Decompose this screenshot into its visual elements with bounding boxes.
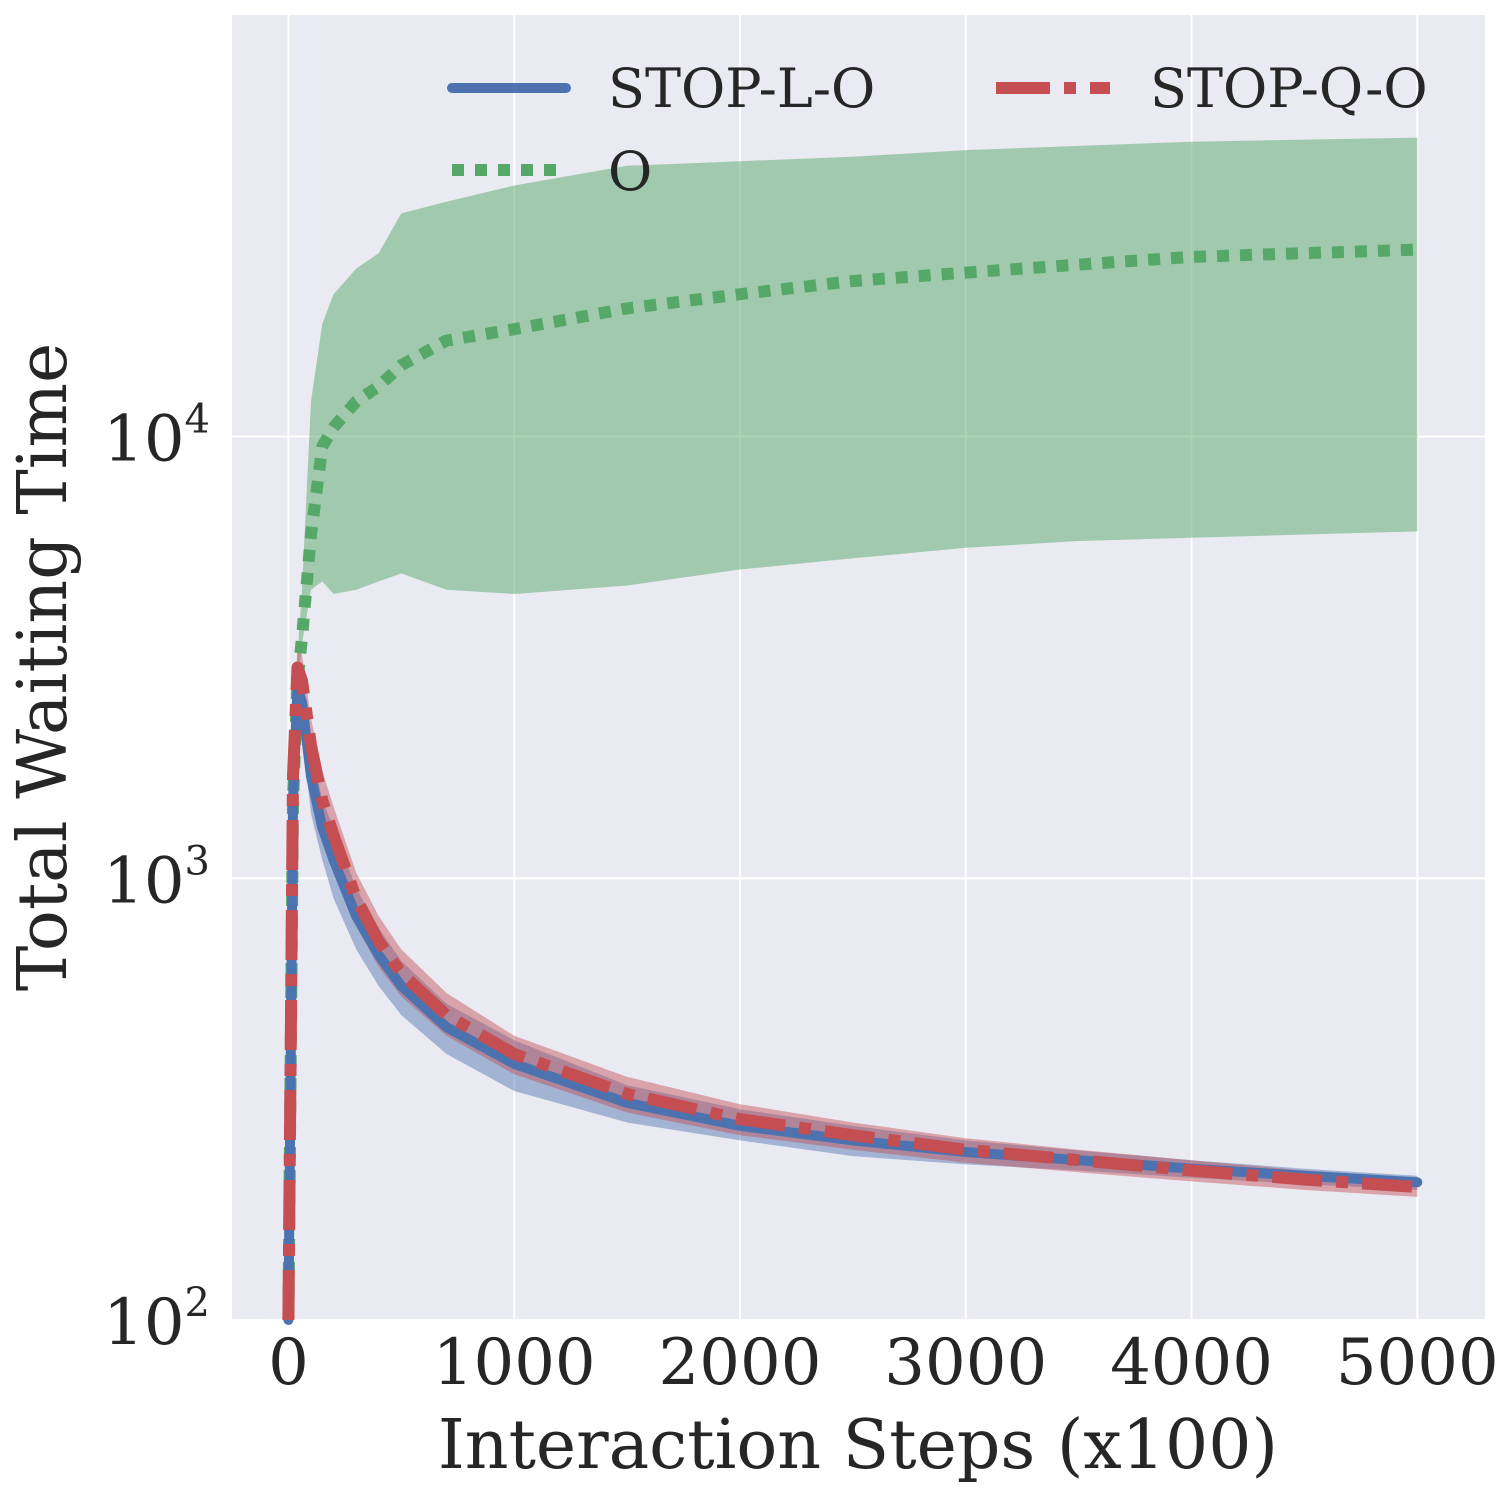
series-lines (282, 243, 1423, 1325)
y-tick-labels: 102 103 104 (103, 397, 210, 1360)
x-tick-labels: 0 1000 2000 3000 4000 5000 (268, 1326, 1499, 1400)
legend-label-stop-l-o: STOP-L-O (608, 57, 875, 120)
series-line-stop-q-o (282, 661, 1418, 1321)
x-tick-label: 2000 (659, 1326, 822, 1400)
legend-label-o: O (608, 140, 652, 203)
x-tick-label: 1000 (433, 1326, 596, 1400)
x-tick-label: 4000 (1110, 1326, 1273, 1400)
confidence-bands (288, 137, 1418, 1321)
x-tick-label: 0 (268, 1326, 309, 1400)
band-o (288, 137, 1418, 1321)
x-tick-label: 5000 (1336, 1326, 1499, 1400)
y-tick-label: 102 (103, 1280, 210, 1360)
legend-label-stop-q-o: STOP-Q-O (1150, 57, 1428, 120)
x-axis-label: Interaction Steps (x100) (438, 1406, 1278, 1485)
y-tick-label: 104 (103, 397, 210, 477)
y-axis-label: Total Waiting Time (4, 343, 83, 991)
legend: STOP-L-O STOP-Q-O O (447, 57, 1428, 203)
series-line-o (282, 243, 1418, 1321)
x-tick-label: 3000 (884, 1326, 1047, 1400)
y-tick-label: 103 (103, 838, 210, 918)
